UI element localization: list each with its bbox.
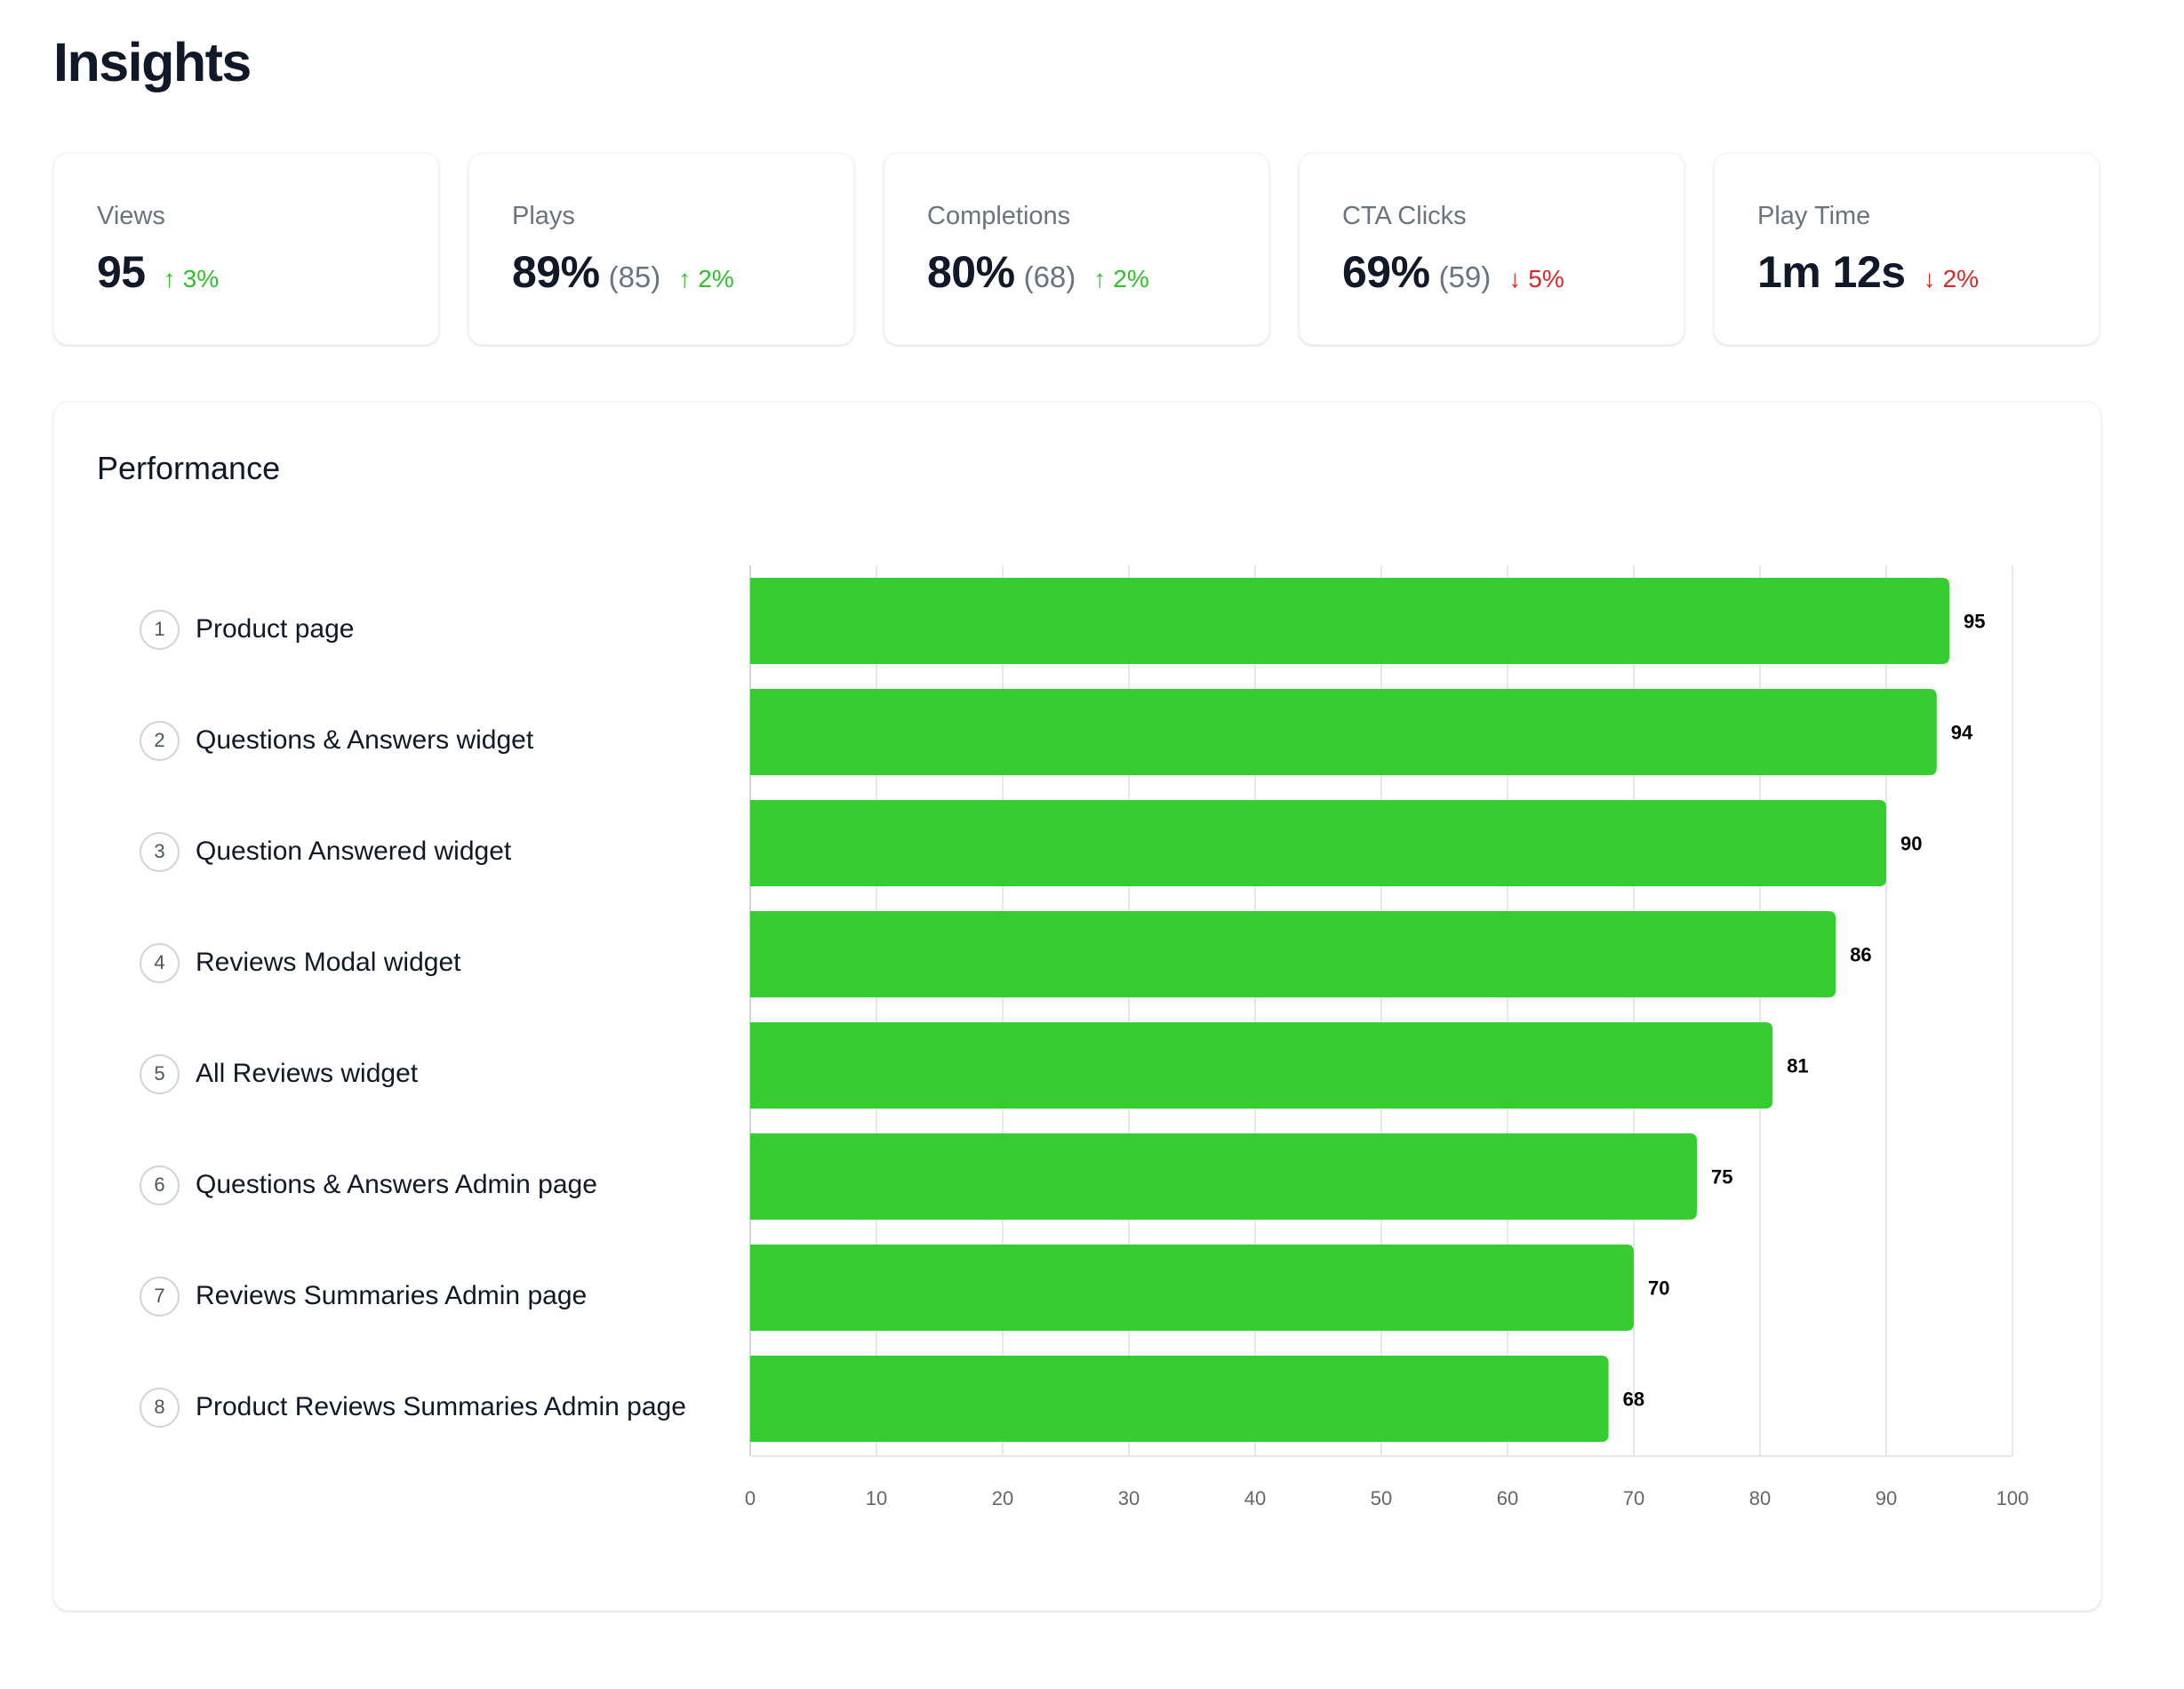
category-row: 1 Product page: [140, 608, 354, 651]
category-label: Questions & Answers Admin page: [196, 1170, 597, 1199]
x-tick-label: 90: [1876, 1487, 1897, 1509]
stat-delta-value: 2%: [1113, 265, 1149, 292]
stat-delta-value: 2%: [1942, 265, 1980, 292]
category-row: 6 Questions & Answers Admin page: [140, 1164, 597, 1206]
x-tick-label: 50: [1371, 1487, 1392, 1509]
stat-count: (68): [1023, 260, 1076, 293]
stat-label: Play Time: [1757, 202, 1871, 230]
rank-badge: 3: [140, 831, 180, 872]
bar-value-label: 81: [1787, 1055, 1808, 1077]
stat-card-views: Views 95 ↑ 3%: [53, 153, 439, 345]
bar: [750, 578, 1949, 664]
performance-title: Performance: [97, 450, 281, 486]
x-tick-label: 0: [745, 1487, 756, 1509]
bar-value-label: 95: [1964, 611, 1985, 633]
stat-label: Plays: [512, 202, 575, 230]
x-tick-label: 10: [866, 1487, 887, 1509]
category-label: Product Reviews Summaries Admin page: [196, 1392, 686, 1421]
stat-card-cta-clicks: CTA Clicks 69% (59) ↓ 5%: [1299, 153, 1684, 345]
stat-delta: ↑ 2%: [678, 265, 733, 293]
stat-count: (85): [608, 260, 661, 293]
stat-delta-value: 2%: [698, 265, 734, 292]
x-tick-label: 60: [1497, 1487, 1518, 1509]
stat-delta-value: 3%: [182, 265, 220, 292]
bar: [750, 800, 1886, 886]
stat-card-play-time: Play Time 1m 12s ↓ 2%: [1714, 153, 2100, 345]
bar: [750, 1022, 1773, 1109]
rank-badge: 5: [140, 1053, 180, 1094]
stat-delta: ↑ 2%: [1093, 265, 1148, 293]
rank-badge: 4: [140, 942, 180, 983]
bar-value-label: 94: [1951, 722, 1973, 744]
stat-value-row: 95 ↑ 3%: [97, 246, 219, 303]
category-row: 5 All Reviews widget: [140, 1053, 418, 1095]
rank-badge: 1: [140, 609, 180, 650]
x-tick-label: 70: [1623, 1487, 1644, 1509]
rank-badge: 8: [140, 1387, 180, 1428]
bar-value-label: 75: [1711, 1166, 1732, 1189]
x-tick-label: 40: [1244, 1487, 1266, 1509]
arrow-down-icon: ↓: [1923, 265, 1936, 292]
stat-delta: ↑ 3%: [164, 265, 219, 293]
stat-value: 89%: [512, 247, 600, 297]
stat-value: 1m 12s: [1757, 247, 1906, 297]
stat-label: Completions: [927, 202, 1071, 230]
x-tick-label: 20: [992, 1487, 1013, 1509]
stat-value: 69%: [1342, 247, 1430, 297]
stat-value-row: 80% (68) ↑ 2%: [927, 246, 1149, 303]
stat-delta: ↓ 2%: [1924, 265, 1979, 293]
bar: [750, 1356, 1609, 1442]
bar: [750, 1245, 1634, 1331]
rank-badge: 2: [140, 720, 180, 761]
stat-value-row: 1m 12s ↓ 2%: [1757, 246, 1979, 303]
arrow-up-icon: ↑: [678, 265, 692, 292]
category-label: All Reviews widget: [196, 1059, 419, 1088]
category-row: 2 Questions & Answers widget: [140, 719, 533, 762]
category-label: Questions & Answers widget: [196, 725, 534, 755]
x-tick-label: 30: [1118, 1487, 1140, 1509]
stat-delta: ↓ 5%: [1508, 265, 1564, 293]
category-row: 8 Product Reviews Summaries Admin page: [140, 1386, 686, 1429]
stat-value-row: 89% (85) ↑ 2%: [512, 246, 734, 303]
category-label: Question Answered widget: [196, 836, 512, 866]
category-label: Product page: [196, 614, 355, 644]
stat-delta-value: 5%: [1528, 265, 1564, 292]
stat-value: 95: [97, 247, 146, 297]
category-label: Reviews Modal widget: [196, 948, 461, 977]
bar-value-label: 90: [1900, 833, 1922, 855]
category-label: Reviews Summaries Admin page: [196, 1281, 588, 1310]
bar: [750, 911, 1836, 997]
bar: [750, 1133, 1697, 1220]
rank-badge: 6: [140, 1165, 180, 1205]
bar-value-label: 70: [1648, 1277, 1669, 1300]
stat-value: 80%: [927, 247, 1015, 297]
stat-card-plays: Plays 89% (85) ↑ 2%: [468, 153, 854, 345]
arrow-down-icon: ↓: [1508, 265, 1522, 292]
category-row: 4 Reviews Modal widget: [140, 941, 460, 984]
category-row: 3 Question Answered widget: [140, 830, 511, 873]
arrow-up-icon: ↑: [163, 265, 176, 292]
arrow-up-icon: ↑: [1093, 265, 1107, 292]
stat-value-row: 69% (59) ↓ 5%: [1342, 246, 1564, 303]
rank-badge: 7: [140, 1276, 180, 1317]
bar: [750, 689, 1937, 775]
stat-label: Views: [97, 202, 165, 230]
stat-count: (59): [1438, 260, 1492, 293]
bar-value-label: 68: [1623, 1389, 1644, 1411]
bar-value-label: 86: [1850, 944, 1871, 966]
stat-label: CTA Clicks: [1342, 202, 1467, 230]
page-title: Insights: [53, 32, 252, 92]
x-tick-label: 80: [1749, 1487, 1771, 1509]
stat-card-completions: Completions 80% (68) ↑ 2%: [884, 153, 1269, 345]
x-tick-label: 100: [1996, 1487, 2029, 1509]
category-row: 7 Reviews Summaries Admin page: [140, 1275, 587, 1317]
